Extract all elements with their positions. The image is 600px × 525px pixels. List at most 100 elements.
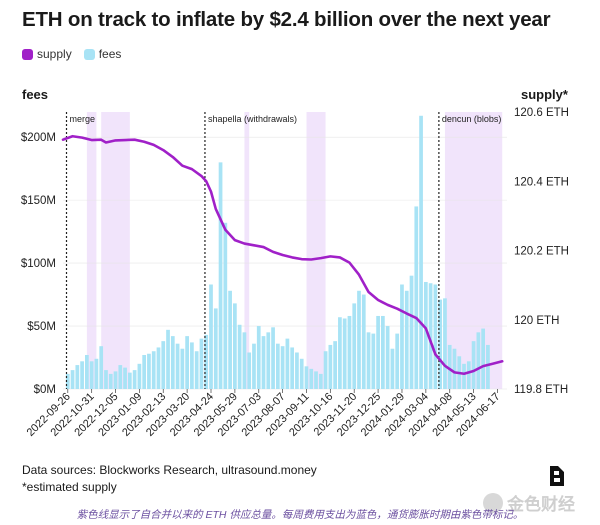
right-axis-ticks: 119.8 ETH 120 ETH 120.2 ETH 120.4 ETH 120.6 … [514,107,569,396]
left-tick-4: $200M [21,132,56,144]
fee-bar-65 [376,315,380,389]
fee-bar-21 [166,329,170,389]
fee-bar-18 [151,351,156,389]
fee-bar-8 [104,370,108,389]
fee-bar-86 [476,332,481,389]
fee-bar-25 [185,336,189,389]
fee-bar-40 [256,326,261,389]
fee-bar-7 [99,346,104,389]
right-tick-4: 120.6 ETH [514,107,569,119]
fee-bar-20 [161,341,166,389]
fee-bar-3 [80,361,84,389]
fee-bar-74 [419,115,423,389]
fee-bar-50 [304,366,309,389]
right-tick-0: 119.8 ETH [514,384,568,396]
event-label-2: dencun (blobs) [442,114,502,124]
left-axis-label: fees [22,87,49,102]
fee-bar-71 [404,290,409,389]
fee-bar-52 [314,371,318,389]
fee-bar-6 [94,358,99,389]
left-tick-1: $50M [27,321,56,333]
fee-bar-5 [89,361,94,389]
fee-bar-15 [137,363,142,389]
blockworks-logo-icon [550,466,564,486]
legend-item-fees[interactable]: fees [83,47,122,61]
x-axis-ticks: 2022-09-262022-10-312022-12-052023-01-09… [25,389,503,439]
fee-bar-62 [361,294,366,389]
event-label-0: merge [70,114,96,124]
fee-bar-0 [65,373,70,389]
legend-swatch-supply [22,48,33,60]
legend: supply fees [22,47,133,61]
fee-bar-42 [266,332,271,389]
fee-bar-57 [338,317,342,389]
right-tick-2: 120.2 ETH [514,246,569,258]
event-label-1: shapella (withdrawals) [208,114,297,124]
left-axis-ticks: $0M $50M $100M $150M $200M [21,132,56,396]
fee-bar-83 [462,363,466,389]
fee-bar-17 [147,353,151,389]
fee-bar-64 [371,333,376,389]
fee-bar-16 [142,355,147,389]
fee-bar-68 [390,348,395,389]
fee-bar-14 [132,370,137,389]
fee-bar-27 [194,351,199,389]
right-axis-label: supply* [521,87,568,102]
fee-bar-66 [381,315,385,389]
fee-bar-10 [113,371,118,389]
fee-bar-39 [252,343,256,389]
fee-bar-33 [223,222,228,389]
fee-bar-76 [428,283,433,389]
fee-bar-43 [271,327,275,389]
supply-line-group [61,134,504,376]
legend-label-supply: supply [37,47,72,61]
fee-bar-51 [309,368,314,389]
fee-bar-61 [357,290,361,389]
fee-bar-84 [466,361,471,389]
legend-swatch-fees [83,48,95,60]
watermark: 金色财经 [483,490,575,515]
fee-bar-63 [366,332,371,389]
left-tick-2: $100M [21,258,56,270]
fee-bar-72 [409,275,414,389]
fee-bar-26 [190,342,194,389]
fee-bar-12 [123,367,127,389]
fee-bar-47 [290,347,295,389]
fee-bar-59 [347,315,352,389]
fee-bar-77 [433,284,438,389]
fee-bar-38 [247,352,252,389]
fee-bar-78 [438,299,443,389]
watermark-badge-icon [483,492,503,513]
fee-bar-87 [481,328,485,389]
fee-bar-29 [204,334,209,389]
fee-bar-85 [471,341,476,389]
fee-bar-35 [233,303,237,389]
legend-label-fees: fees [98,47,122,61]
left-tick-3: $150M [21,195,56,207]
right-tick-1: 120 ETH [514,315,559,327]
fee-bar-80 [447,344,452,389]
fee-bar-32 [218,162,223,389]
chart-title: ETH on track to inflate by $2.4 billion … [22,8,551,31]
fee-bar-46 [285,338,290,389]
left-tick-0: $0M [34,384,56,396]
data-sources: Data sources: Blockworks Research, ultra… [22,463,317,477]
fee-bar-37 [242,332,247,389]
footnote: *estimated supply [22,480,117,494]
event-markers: merge shapella (withdrawals) dencun (blobs… [65,112,502,389]
fee-bar-75 [423,281,428,389]
fee-bar-70 [400,284,404,389]
fee-bar-24 [180,348,185,389]
fee-bar-67 [385,326,390,389]
fee-bar-56 [333,341,337,389]
fee-bar-2 [75,365,80,389]
fee-bar-88 [486,344,490,389]
inflation-bands [86,112,503,389]
caption: 紫色线显示了自合并以来的 ETH 供应总量。每周费用支出为蓝色，通货膨胀时期由紫… [76,509,524,521]
fee-bar-60 [352,303,357,389]
fee-bar-53 [318,373,323,389]
legend-item-supply[interactable]: supply [22,47,72,61]
fee-bar-54 [323,351,328,389]
inflation-band-3 [306,112,326,389]
fee-bar-73 [414,206,419,389]
